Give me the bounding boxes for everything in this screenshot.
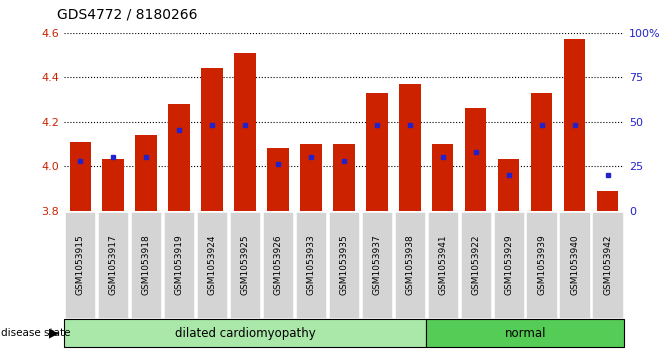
Bar xyxy=(399,84,421,211)
Text: GSM1053926: GSM1053926 xyxy=(274,234,282,295)
Bar xyxy=(597,191,618,211)
Bar xyxy=(300,144,321,211)
Text: GSM1053924: GSM1053924 xyxy=(207,235,217,295)
Text: disease state: disease state xyxy=(1,328,70,338)
Bar xyxy=(333,144,354,211)
Bar xyxy=(103,159,124,211)
Bar xyxy=(70,142,91,211)
Text: GSM1053935: GSM1053935 xyxy=(340,234,348,295)
Bar xyxy=(136,135,157,211)
Text: GSM1053929: GSM1053929 xyxy=(504,234,513,295)
Text: GSM1053933: GSM1053933 xyxy=(307,234,315,295)
Bar xyxy=(531,93,552,211)
Text: GSM1053938: GSM1053938 xyxy=(405,234,414,295)
Bar xyxy=(465,108,486,211)
Text: GSM1053941: GSM1053941 xyxy=(438,234,448,295)
Bar xyxy=(564,39,585,211)
Bar xyxy=(234,53,256,211)
Bar xyxy=(432,144,454,211)
Text: ▶: ▶ xyxy=(49,327,58,339)
Text: GSM1053939: GSM1053939 xyxy=(537,234,546,295)
Bar xyxy=(498,159,519,211)
Text: GSM1053925: GSM1053925 xyxy=(240,234,250,295)
Bar xyxy=(201,68,223,211)
Bar xyxy=(168,104,190,211)
Text: GSM1053940: GSM1053940 xyxy=(570,234,579,295)
Text: GSM1053942: GSM1053942 xyxy=(603,235,612,295)
Text: GSM1053919: GSM1053919 xyxy=(174,234,184,295)
Text: GSM1053917: GSM1053917 xyxy=(109,234,117,295)
Text: GSM1053918: GSM1053918 xyxy=(142,234,151,295)
Text: GSM1053915: GSM1053915 xyxy=(76,234,85,295)
Text: GSM1053922: GSM1053922 xyxy=(471,235,480,295)
Text: GDS4772 / 8180266: GDS4772 / 8180266 xyxy=(57,7,197,21)
Bar xyxy=(366,93,388,211)
Text: normal: normal xyxy=(505,327,546,339)
Text: GSM1053937: GSM1053937 xyxy=(372,234,381,295)
Text: dilated cardiomyopathy: dilated cardiomyopathy xyxy=(174,327,315,339)
Bar xyxy=(267,148,289,211)
